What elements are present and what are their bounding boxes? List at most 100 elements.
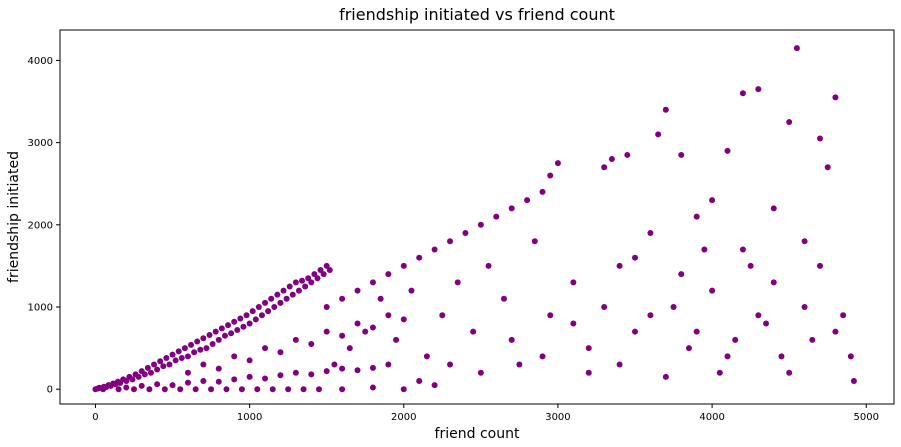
scatter-point [662,106,669,113]
scatter-point [115,386,122,393]
scatter-point [147,369,154,376]
scatter-point [516,361,523,368]
scatter-point [824,164,831,171]
scatter-point [285,386,292,393]
scatter-point [647,312,654,319]
scatter-point [393,336,400,343]
scatter-point [246,357,253,364]
x-axis-label: friend count [435,426,520,442]
scatter-point [709,287,716,294]
x-tick-label: 4000 [699,412,724,423]
scatter-point [280,287,287,294]
scatter-point [308,340,315,347]
scatter-point [277,349,284,356]
scatter-point [554,160,561,167]
scatter-point [265,308,272,315]
scatter-point [237,315,244,322]
scatter-point [693,328,700,335]
scatter-point [262,299,269,306]
scatter-point [416,377,423,384]
scatter-point [632,328,639,335]
scatter-point [262,345,269,352]
scatter-point [200,361,207,368]
scatter-point [493,213,500,220]
scatter-point [608,156,615,163]
scatter-point [215,336,222,343]
x-tick-label: 0 [92,412,98,423]
scatter-point [678,271,685,278]
scatter-point [323,368,330,375]
scatter-point [485,262,492,269]
scatter-point [192,386,199,393]
scatter-point [339,386,346,393]
scatter-point [385,312,392,319]
scatter-point [302,283,309,290]
scatter-point [400,316,407,323]
scatter-point [801,238,808,245]
scatter-point [175,348,182,355]
scatter-point [231,318,238,325]
scatter-point [447,361,454,368]
scatter-point [231,353,238,360]
scatter-point [616,361,623,368]
scatter-point [346,345,353,352]
scatter-point [203,345,210,352]
scatter-point [194,338,201,345]
scatter-point [369,384,376,391]
y-tick-label: 0 [47,385,53,396]
scatter-point [416,254,423,261]
y-tick-label: 2000 [28,220,53,231]
scatter-point [146,386,153,393]
scatter-point [123,384,130,391]
scatter-point [408,287,415,294]
scatter-point [385,361,392,368]
scatter-point [685,345,692,352]
scatter-point [141,371,148,378]
scatter-point [354,320,361,327]
scatter-point [477,369,484,376]
scatter-point [724,147,731,154]
scatter-point [547,312,554,319]
scatter-point [786,369,793,376]
scatter-point [570,279,577,286]
scatter-point [709,197,716,204]
scatter-point [840,312,847,319]
scatter-point [431,382,438,389]
scatter-point [154,381,161,388]
scatter-point [439,312,446,319]
scatter-point [320,271,327,278]
scatter-point [215,378,222,385]
scatter-point [154,366,161,373]
scatter-point [258,312,265,319]
scatter-point [129,376,136,383]
scatter-point [135,373,142,380]
x-tick-label: 3000 [545,412,570,423]
scatter-point [662,373,669,380]
scatter-point [431,246,438,253]
scatter-point [314,275,321,282]
scatter-point [624,151,631,158]
scatter-point [817,135,824,142]
scatter-point [246,373,253,380]
scatter-point [323,262,330,269]
scatter-point [246,320,253,327]
scatter-points [92,45,857,393]
scatter-point [299,277,306,284]
scatter-point [369,364,376,371]
scatter-point [716,369,723,376]
scatter-point [315,386,322,393]
scatter-point [305,275,312,282]
scatter-point [238,386,245,393]
scatter-point [188,341,195,348]
scatter-point [249,308,256,315]
x-tick-label: 5000 [854,412,879,423]
y-axis-label: friendship initiated [6,151,22,283]
scatter-point [225,322,232,329]
scatter-point [585,345,592,352]
scatter-point [508,205,515,212]
scatter-point [354,287,361,294]
scatter-point [255,304,262,311]
scatter-point [531,238,538,245]
scatter-point [234,327,241,334]
scatter-point [678,151,685,158]
